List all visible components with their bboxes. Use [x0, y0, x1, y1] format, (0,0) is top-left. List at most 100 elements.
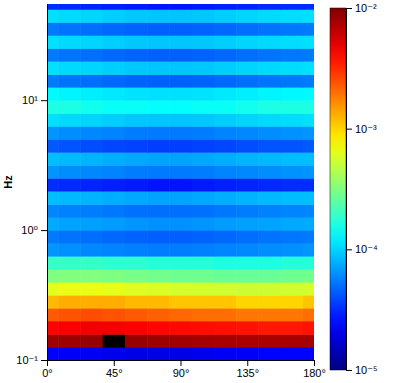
heatmap-cell: [80, 230, 103, 244]
heatmap-cell: [214, 256, 237, 270]
heatmap-cell: [281, 74, 304, 87]
heatmap-cell: [47, 87, 59, 101]
heatmap-cell: [303, 204, 314, 217]
heatmap-cells: [47, 4, 314, 360]
heatmap-cell: [47, 61, 59, 75]
heatmap-cell: [147, 61, 170, 75]
heatmap-cell: [58, 4, 81, 10]
heatmap-cell: [214, 48, 237, 61]
heatmap-cell: [169, 204, 192, 217]
heatmap-cell: [281, 295, 304, 308]
heatmap-cell: [80, 35, 103, 48]
heatmap-cell: [236, 61, 259, 75]
heatmap-cell: [169, 113, 192, 126]
heatmap-cell: [192, 256, 215, 270]
heatmap-cell: [125, 48, 148, 61]
heatmap-cell: [236, 4, 259, 10]
heatmap-cell: [125, 269, 148, 282]
heatmap-cell: [169, 61, 192, 75]
heatmap-cell: [125, 165, 148, 178]
heatmap-cell: [169, 9, 192, 22]
heatmap-cell: [103, 178, 126, 191]
heatmap-cell: [236, 282, 259, 296]
heatmap-cell: [103, 347, 126, 360]
heatmap-cell: [58, 269, 81, 282]
heatmap-cell: [103, 87, 126, 101]
heatmap-cell: [58, 230, 81, 244]
heatmap-cell: [258, 282, 281, 296]
heatmap-cell: [303, 87, 314, 101]
heatmap-cell: [103, 61, 126, 75]
heatmap-cell: [80, 243, 103, 256]
heatmap-cell: [125, 295, 148, 308]
heatmap-cell: [258, 321, 281, 335]
heatmap-cell: [258, 256, 281, 270]
heatmap-cell: [47, 191, 59, 205]
heatmap-cell: [103, 126, 126, 140]
heatmap-cell: [258, 48, 281, 61]
heatmap-cell: [47, 35, 59, 48]
heatmap-cell: [169, 4, 192, 10]
heatmap-cell: [169, 243, 192, 256]
heatmap-cell: [303, 282, 314, 296]
heatmap-cell: [125, 321, 148, 335]
heatmap-cell: [147, 165, 170, 178]
heatmap-cell: [192, 295, 215, 308]
heatmap-cell: [58, 256, 81, 270]
tick-mark: [346, 8, 352, 9]
heatmap-cell: [258, 191, 281, 205]
heatmap-cell: [258, 87, 281, 101]
heatmap-cell: [192, 191, 215, 205]
heatmap-cell: [147, 113, 170, 126]
heatmap-cell: [281, 230, 304, 244]
heatmap-cell: [281, 113, 304, 126]
tick: 10⁻³: [346, 123, 377, 135]
chart: 0°45°90°135°180°10⁻¹10⁰10¹Hz10⁻⁵10⁻⁴10⁻³…: [0, 0, 418, 383]
heatmap-cell: [147, 139, 170, 152]
heatmap-cell: [214, 321, 237, 335]
heatmap-cell: [281, 9, 304, 22]
heatmap-cell: [281, 48, 304, 61]
heatmap-cell: [147, 9, 170, 22]
heatmap-cell: [236, 347, 259, 360]
heatmap-cell: [47, 22, 59, 36]
heatmap-cell: [236, 126, 259, 140]
tick: 10⁻⁵: [346, 364, 378, 376]
heatmap-cell: [214, 100, 237, 114]
heatmap-cell: [47, 4, 59, 10]
heatmap-cell: [236, 74, 259, 87]
heatmap-cell: [192, 243, 215, 256]
heatmap-cell: [192, 347, 215, 360]
heatmap-cell: [192, 165, 215, 178]
tick-mark: [247, 360, 248, 366]
heatmap-cell: [80, 100, 103, 114]
heatmap-cell: [80, 87, 103, 101]
heatmap-cell: [103, 204, 126, 217]
tick-label: 180°: [303, 367, 326, 379]
heatmap-cell: [47, 100, 59, 114]
heatmap-cell: [192, 35, 215, 48]
heatmap-cell: [192, 269, 215, 282]
axis-line: [346, 9, 347, 371]
heatmap-cell: [236, 48, 259, 61]
heatmap-cell: [103, 165, 126, 178]
heatmap-cell: [303, 308, 314, 321]
heatmap-cell: [258, 61, 281, 75]
heatmap-cell: [103, 152, 126, 166]
heatmap-cell: [236, 321, 259, 335]
tick: 0°: [42, 360, 53, 379]
tick: 180°: [303, 360, 326, 379]
heatmap-cell: [147, 4, 170, 10]
heatmap-cell: [236, 35, 259, 48]
heatmap-cell: [281, 308, 304, 321]
heatmap-cell: [169, 217, 192, 231]
heatmap-cell: [214, 334, 237, 347]
heatmap-cell: [80, 191, 103, 205]
heatmap-cell: [58, 191, 81, 205]
heatmap-cell: [80, 217, 103, 231]
heatmap-cell: [147, 295, 170, 308]
heatmap-cell: [192, 126, 215, 140]
heatmap-cell: [258, 9, 281, 22]
heatmap-cell: [258, 217, 281, 231]
heatmap-cell: [281, 334, 304, 347]
